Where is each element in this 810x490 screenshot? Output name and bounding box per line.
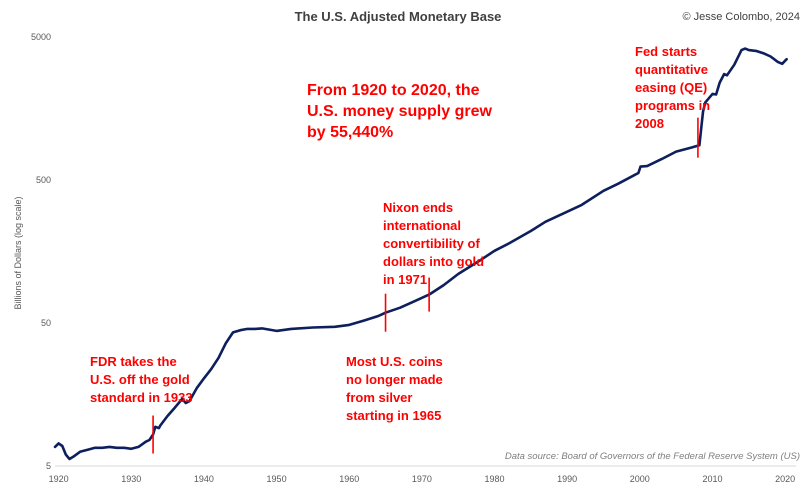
annotation-nixon: Nixon ends international convertibility of… bbox=[383, 200, 484, 287]
x-tick-label: 1950 bbox=[267, 474, 287, 484]
axes: 5 50 500 5000 1920 1930 1940 1950 1960 1970 1980 19… bbox=[31, 32, 796, 484]
x-tick-label: 1940 bbox=[194, 474, 214, 484]
x-tick-label: 1990 bbox=[557, 474, 577, 484]
annotation-line: international bbox=[383, 218, 461, 233]
annotation-line: From 1920 to 2020, the bbox=[307, 82, 480, 99]
chart-title: The U.S. Adjusted Monetary Base bbox=[295, 9, 502, 24]
x-tick-label: 1930 bbox=[121, 474, 141, 484]
annotation-line: convertibility of bbox=[383, 236, 480, 251]
x-tick-label: 2010 bbox=[702, 474, 722, 484]
y-axis-label: Billions of Dollars (log scale) bbox=[13, 196, 23, 309]
x-tick-label: 2000 bbox=[630, 474, 650, 484]
annotation-line: U.S. off the gold bbox=[90, 372, 190, 387]
x-tick-label: 1980 bbox=[484, 474, 504, 484]
x-tick-label: 1960 bbox=[339, 474, 359, 484]
annotation-line: U.S. money supply grew bbox=[307, 103, 492, 120]
chart-credit: © Jesse Colombo, 2024 bbox=[682, 11, 800, 23]
annotation-line: in 1971 bbox=[383, 272, 427, 287]
annotation-line: FDR takes the bbox=[90, 354, 177, 369]
annotation-line: Most U.S. coins bbox=[346, 354, 443, 369]
annotation-line: Fed starts bbox=[635, 44, 697, 59]
annotation-fed: Fed starts quantitative easing (QE) program… bbox=[635, 44, 710, 131]
y-tick-label: 500 bbox=[36, 175, 51, 185]
series-line bbox=[53, 47, 788, 461]
annotation-line: starting in 1965 bbox=[346, 408, 441, 423]
y-tick-label: 5 bbox=[46, 461, 51, 471]
annotation-line: 2008 bbox=[635, 116, 664, 131]
annotation-headline: From 1920 to 2020, the U.S. money supply … bbox=[307, 82, 492, 141]
annotation-line: Nixon ends bbox=[383, 200, 453, 215]
annotation-line: easing (QE) bbox=[635, 80, 707, 95]
annotation-line: no longer made bbox=[346, 372, 443, 387]
x-tick-label: 2020 bbox=[775, 474, 795, 484]
series-layer bbox=[53, 47, 788, 461]
annotation-coins: Most U.S. coins no longer made from silver… bbox=[346, 354, 443, 423]
y-tick-label: 50 bbox=[41, 318, 51, 328]
annotation-fdr: FDR takes the U.S. off the gold standard i… bbox=[90, 354, 193, 405]
annotation-line: by 55,440% bbox=[307, 124, 393, 141]
y-tick-label: 5000 bbox=[31, 32, 51, 42]
annotations: From 1920 to 2020, the U.S. money supply … bbox=[90, 44, 710, 423]
x-tick-label: 1970 bbox=[412, 474, 432, 484]
annotation-line: from silver bbox=[346, 390, 412, 405]
x-tick-label: 1920 bbox=[49, 474, 69, 484]
annotation-line: standard in 1933 bbox=[90, 390, 193, 405]
annotation-line: dollars into gold bbox=[383, 254, 484, 269]
annotation-line: programs in bbox=[635, 98, 710, 113]
data-source-note: Data source: Board of Governors of the F… bbox=[505, 451, 800, 462]
annotation-line: quantitative bbox=[635, 62, 708, 77]
annotation-markers bbox=[152, 117, 699, 454]
